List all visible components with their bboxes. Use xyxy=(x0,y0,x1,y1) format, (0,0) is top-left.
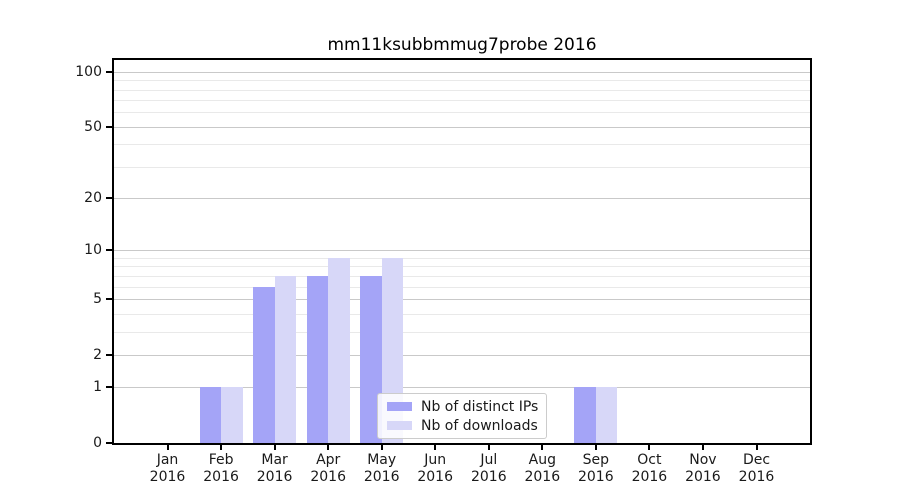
gridline-major xyxy=(114,298,810,300)
x-tick-mark xyxy=(755,445,758,450)
gridline-minor xyxy=(114,144,810,146)
y-tick-label: 10 xyxy=(84,242,102,259)
gridline-minor xyxy=(114,89,810,91)
x-tick-mark xyxy=(594,445,597,450)
legend-entry-distinct-ips: Nb of distinct IPs xyxy=(387,398,539,415)
gridline-major xyxy=(114,198,810,200)
gridline-minor xyxy=(114,166,810,168)
x-tick-label: Oct 2016 xyxy=(631,452,668,485)
y-tick-label: 2 xyxy=(93,346,102,363)
gridline-major xyxy=(114,250,810,252)
bar-distinct-ips xyxy=(360,275,382,443)
bar-downloads xyxy=(595,387,618,443)
y-tick-label: 20 xyxy=(84,190,102,207)
gridline-minor xyxy=(114,112,810,114)
y-tick-mark xyxy=(106,297,112,300)
y-tick-mark xyxy=(106,353,112,356)
legend-entry-downloads: Nb of downloads xyxy=(387,417,538,434)
x-tick-mark xyxy=(273,445,276,450)
x-tick-label: Feb 2016 xyxy=(203,452,239,485)
gridline-minor xyxy=(114,331,810,333)
y-tick-mark xyxy=(106,197,112,200)
x-tick-label: May 2016 xyxy=(363,452,400,485)
legend-swatch-downloads xyxy=(387,421,412,430)
y-tick-mark xyxy=(106,386,112,389)
y-tick-label: 5 xyxy=(93,290,102,307)
y-tick-mark xyxy=(106,442,112,444)
x-tick-mark xyxy=(487,445,490,450)
gridline-minor xyxy=(114,313,810,315)
y-tick-label: 0 xyxy=(93,435,102,451)
y-tick-mark xyxy=(106,249,112,252)
gridline-major xyxy=(114,71,810,73)
x-tick-label: Mar 2016 xyxy=(256,452,293,485)
gridline-major xyxy=(114,126,810,128)
gridline-minor xyxy=(114,257,810,259)
gridline-major xyxy=(114,354,810,356)
x-tick-label: Sep 2016 xyxy=(577,452,614,485)
x-tick-mark xyxy=(434,445,437,450)
x-tick-mark xyxy=(648,445,651,450)
x-tick-label: Aug 2016 xyxy=(524,452,561,485)
y-tick-label: 50 xyxy=(84,118,102,135)
bar-downloads xyxy=(221,387,243,443)
gridline-minor xyxy=(114,80,810,82)
gridline-minor xyxy=(114,275,810,277)
gridline-minor xyxy=(114,286,810,288)
x-tick-label: Jan 2016 xyxy=(149,452,186,485)
x-tick-mark xyxy=(380,445,383,450)
bar-downloads xyxy=(274,275,297,443)
legend-label-distinct-ips: Nb of distinct IPs xyxy=(421,398,539,415)
x-tick-label: Jun 2016 xyxy=(417,452,453,485)
x-tick-mark xyxy=(220,445,223,450)
bar-distinct-ips xyxy=(253,286,275,443)
bar-downloads xyxy=(328,257,350,443)
legend-label-downloads: Nb of downloads xyxy=(421,417,538,434)
bar-distinct-ips xyxy=(574,387,596,443)
x-tick-mark xyxy=(327,445,330,450)
x-tick-label: Nov 2016 xyxy=(685,452,721,485)
x-tick-mark xyxy=(701,445,704,450)
bar-distinct-ips xyxy=(306,275,329,443)
y-tick-mark xyxy=(106,125,112,128)
bar-distinct-ips xyxy=(199,387,222,443)
legend-swatch-distinct-ips xyxy=(387,402,412,411)
x-tick-label: Jul 2016 xyxy=(470,452,507,485)
gridline-minor xyxy=(114,100,810,102)
y-tick-label: 100 xyxy=(75,63,102,80)
x-tick-mark xyxy=(166,445,169,450)
x-tick-label: Apr 2016 xyxy=(310,452,346,485)
y-tick-label: 1 xyxy=(93,379,102,396)
chart-title: mm11ksubbmmug7probe 2016 xyxy=(327,35,597,55)
y-tick-mark xyxy=(106,70,112,73)
x-tick-mark xyxy=(541,445,544,450)
legend: Nb of distinct IPs Nb of downloads xyxy=(377,393,547,439)
gridline-minor xyxy=(114,266,810,268)
x-tick-label: Dec 2016 xyxy=(738,452,775,485)
gridline-major xyxy=(114,387,810,389)
